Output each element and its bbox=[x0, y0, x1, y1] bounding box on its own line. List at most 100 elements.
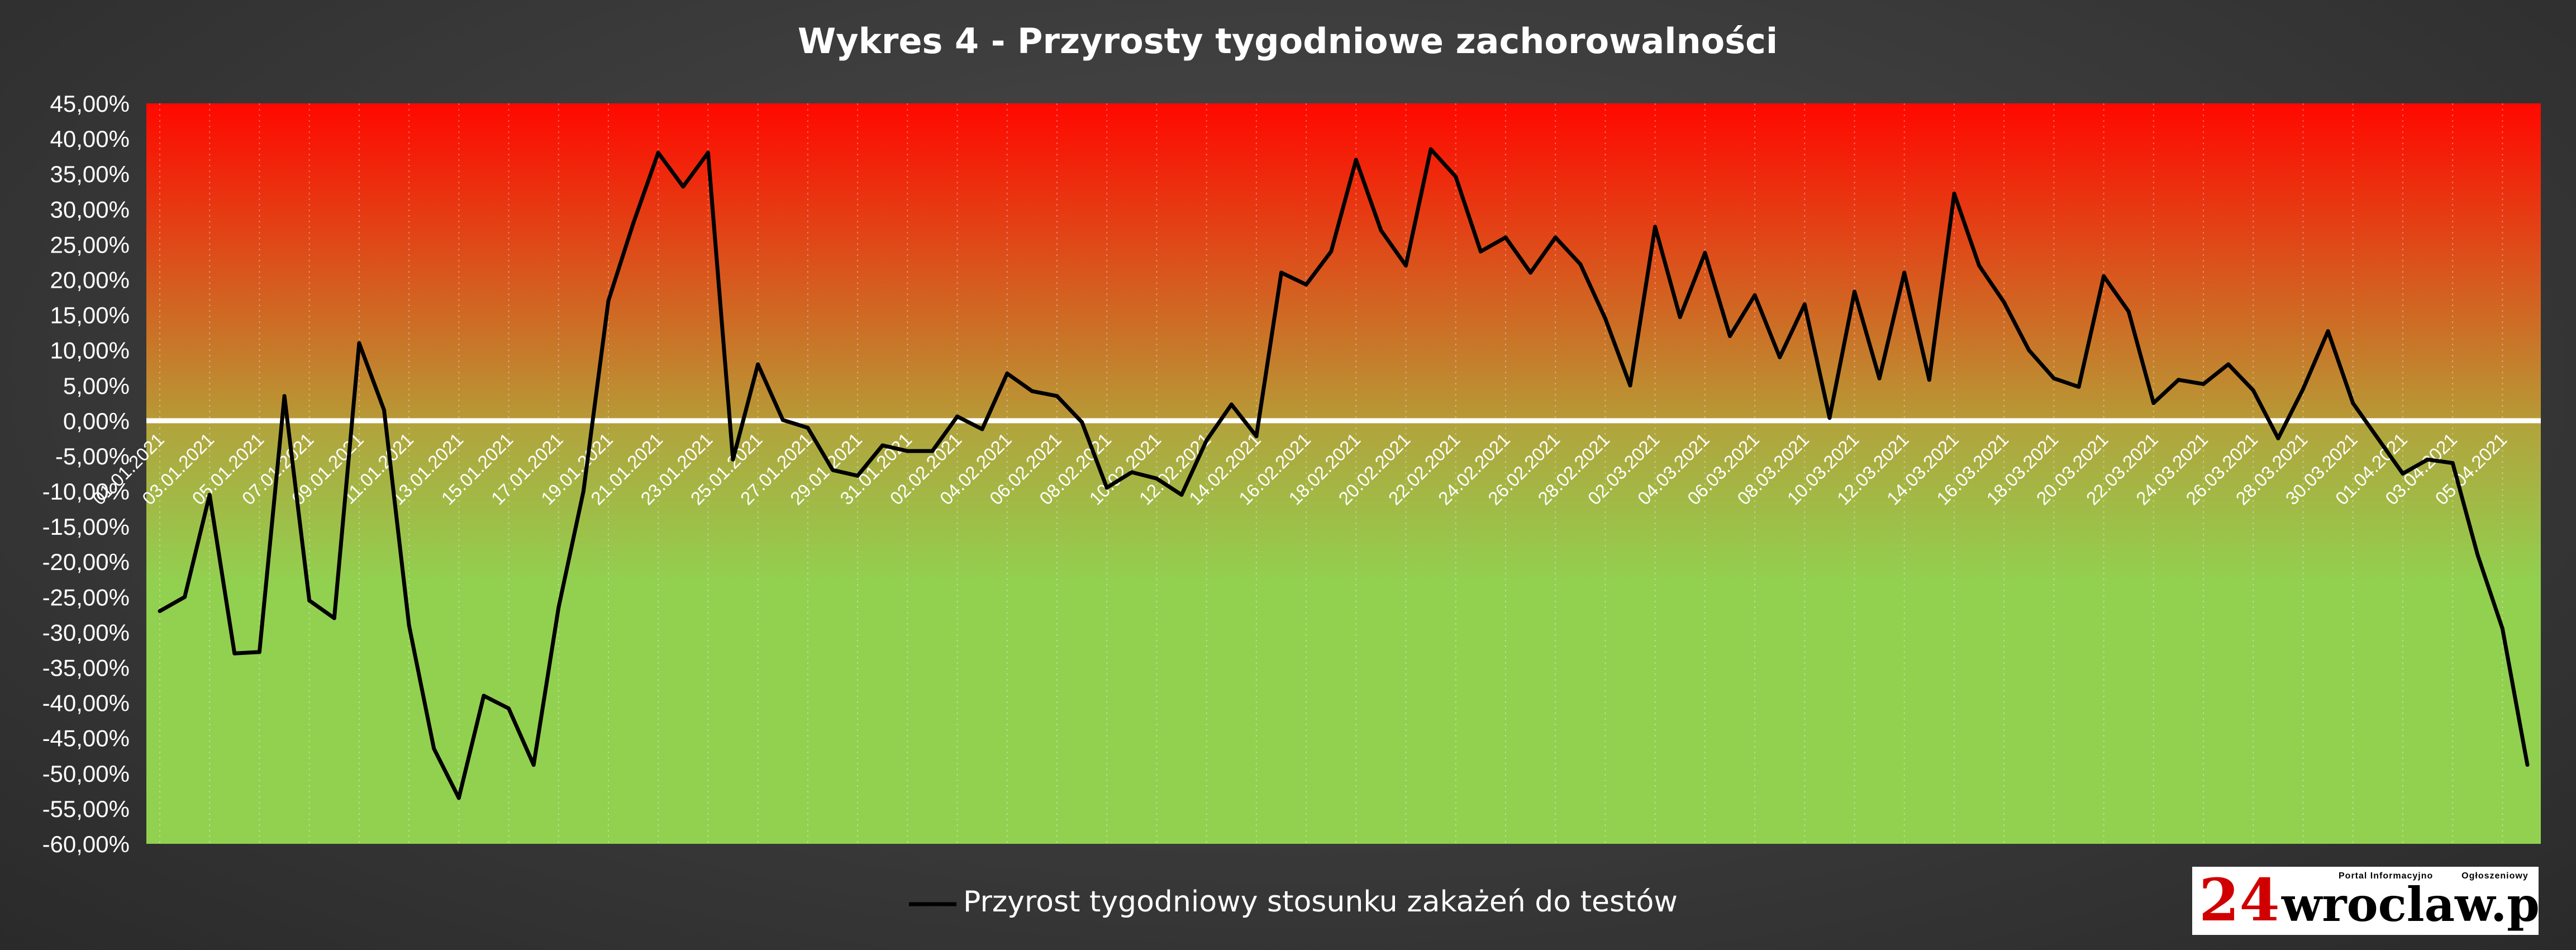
data-point bbox=[1179, 492, 1184, 497]
data-point bbox=[1678, 315, 1682, 319]
data-point bbox=[930, 449, 935, 453]
data-point bbox=[980, 427, 984, 431]
y-tick-label: -15,00% bbox=[42, 514, 130, 540]
y-tick-label: 10,00% bbox=[50, 338, 130, 364]
data-point bbox=[507, 706, 511, 711]
data-point bbox=[2151, 401, 2156, 405]
data-point bbox=[2525, 763, 2530, 767]
data-point bbox=[2500, 626, 2504, 631]
data-point bbox=[1827, 416, 1832, 420]
data-point bbox=[1154, 476, 1159, 481]
data-point bbox=[2176, 378, 2180, 382]
data-point bbox=[2301, 387, 2306, 391]
y-tick-label: -55,00% bbox=[42, 796, 130, 822]
data-point bbox=[1952, 192, 1956, 196]
data-point bbox=[880, 443, 885, 448]
data-point bbox=[282, 394, 287, 398]
y-tick-label: -50,00% bbox=[42, 761, 130, 787]
data-point bbox=[1304, 282, 1308, 287]
data-point bbox=[1204, 438, 1209, 443]
data-point bbox=[756, 362, 760, 367]
data-point bbox=[706, 150, 710, 155]
data-point bbox=[2326, 329, 2330, 334]
data-point bbox=[2475, 553, 2480, 557]
data-point bbox=[731, 457, 735, 462]
y-tick-label: 20,00% bbox=[50, 267, 130, 293]
zone-positive bbox=[146, 103, 2541, 421]
data-point bbox=[1553, 235, 1558, 240]
legend: Przyrost tygodniowy stosunku zakażeń do … bbox=[909, 885, 1678, 919]
data-point bbox=[1753, 293, 1757, 297]
y-tick-label: 0,00% bbox=[63, 408, 130, 434]
data-point bbox=[2077, 384, 2081, 389]
data-point bbox=[1578, 262, 1583, 267]
data-point bbox=[581, 489, 585, 493]
data-point bbox=[1503, 235, 1508, 240]
data-point bbox=[232, 651, 237, 656]
data-point bbox=[1005, 371, 1010, 376]
data-point bbox=[2051, 376, 2056, 381]
data-point bbox=[1853, 289, 1857, 294]
logo-tagline-right: Ogłoszeniowy bbox=[2461, 871, 2529, 881]
data-point bbox=[806, 425, 810, 430]
data-point bbox=[1927, 378, 1931, 382]
y-tick-label: -40,00% bbox=[42, 690, 130, 716]
data-point bbox=[2102, 274, 2106, 278]
data-point bbox=[556, 605, 561, 610]
data-point bbox=[1329, 249, 1334, 254]
y-tick-label: 35,00% bbox=[50, 161, 130, 187]
data-point bbox=[1404, 263, 1408, 268]
logo-site: wroclaw.pl bbox=[2282, 877, 2539, 932]
y-tick-label: -35,00% bbox=[42, 655, 130, 681]
data-point bbox=[2375, 436, 2380, 440]
data-point bbox=[855, 473, 860, 478]
y-tick-label: -25,00% bbox=[42, 584, 130, 610]
data-point bbox=[1603, 316, 1607, 321]
data-point bbox=[1902, 270, 1907, 275]
data-point bbox=[2027, 348, 2031, 353]
logo-number: 24 bbox=[2199, 867, 2280, 934]
zone-negative bbox=[146, 420, 2541, 844]
data-point bbox=[1080, 420, 1084, 424]
data-point bbox=[1628, 383, 1632, 388]
data-point bbox=[2426, 457, 2430, 462]
data-point bbox=[2401, 472, 2405, 476]
site-logo: 24 wroclaw.pl Portal Informacyjno Ogłosz… bbox=[2192, 867, 2539, 935]
data-point bbox=[2450, 461, 2455, 466]
series-points bbox=[158, 147, 2530, 800]
y-tick-label: 40,00% bbox=[50, 126, 130, 152]
data-point bbox=[1778, 355, 1782, 359]
data-point bbox=[1030, 389, 1034, 393]
data-point bbox=[1703, 251, 1707, 255]
data-point bbox=[1429, 147, 1433, 151]
data-point bbox=[1130, 470, 1134, 474]
data-point bbox=[1354, 158, 1358, 162]
data-point bbox=[2126, 309, 2131, 314]
data-point bbox=[606, 298, 611, 303]
data-point bbox=[407, 623, 411, 628]
data-point bbox=[382, 408, 386, 412]
y-tick-label: 30,00% bbox=[50, 196, 130, 222]
data-point bbox=[1529, 270, 1533, 275]
data-point bbox=[780, 418, 785, 422]
data-point bbox=[1802, 302, 1807, 307]
y-tick-label: -20,00% bbox=[42, 549, 130, 575]
data-point bbox=[631, 221, 636, 226]
data-point bbox=[2226, 362, 2231, 367]
data-point bbox=[905, 449, 910, 453]
y-axis: 45,00% 40,00% 35,00% 30,00% 25,00% 20,00% 15,0… bbox=[42, 91, 130, 857]
data-point bbox=[1977, 263, 1982, 268]
legend-label: Przyrost tygodniowy stosunku zakażeń do … bbox=[963, 885, 1678, 919]
data-point bbox=[830, 468, 835, 472]
data-point bbox=[955, 414, 960, 419]
data-point bbox=[1653, 225, 1658, 229]
data-point bbox=[2201, 382, 2206, 386]
data-point bbox=[656, 150, 660, 155]
data-point bbox=[158, 609, 162, 614]
data-point bbox=[1379, 228, 1383, 232]
y-tick-label: -30,00% bbox=[42, 619, 130, 645]
y-tick-label: 5,00% bbox=[63, 373, 130, 399]
data-point bbox=[2251, 388, 2255, 393]
data-point bbox=[1104, 486, 1109, 490]
